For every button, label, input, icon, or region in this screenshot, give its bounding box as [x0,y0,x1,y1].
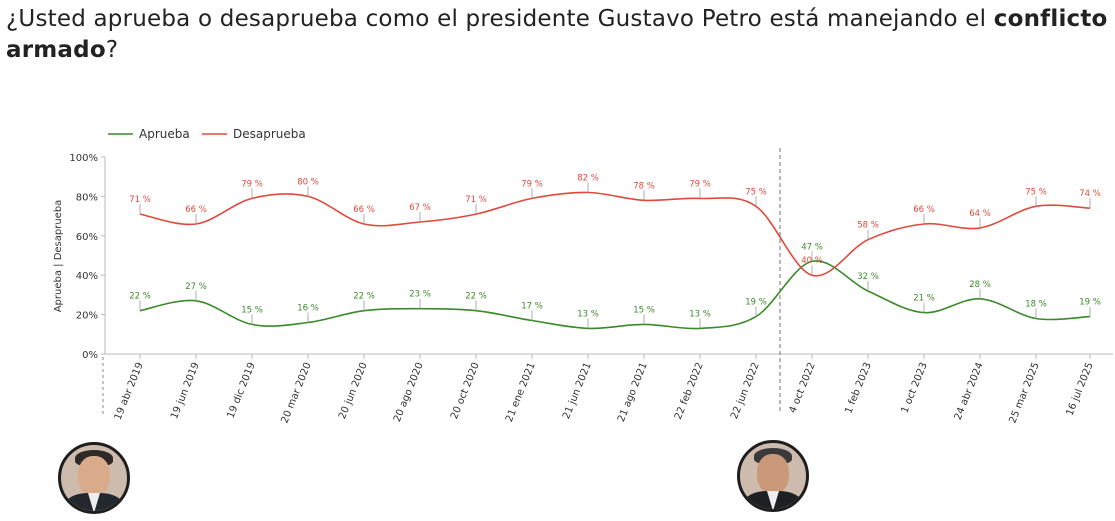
x-tick-label: 20 mar 2020 [279,361,313,425]
aprueba-data-label: 21 % [913,294,935,304]
aprueba-data-label: 17 % [521,302,543,312]
x-tick-label: 20 jun 2020 [337,361,370,421]
aprueba-data-label: 15 % [241,305,263,315]
x-tick-label: 21 ago 2021 [616,361,650,424]
x-tick-label: 25 mar 2025 [1007,361,1041,425]
aprueba-data-label: 13 % [689,309,711,319]
desaprueba-data-label: 82 % [577,173,599,183]
y-axis-title: Aprueba | Desaprueba [53,200,64,313]
x-tick-label: 22 feb 2022 [673,361,706,421]
aprueba-data-label: 19 % [1079,298,1101,308]
aprueba-data-label: 18 % [1025,300,1047,310]
x-tick-label: 20 oct 2020 [449,361,482,421]
y-tick-label: 0% [82,350,98,361]
aprueba-data-label: 16 % [297,303,319,313]
desaprueba-data-label: 40 % [801,256,823,266]
desaprueba-data-label: 74 % [1079,189,1101,199]
y-tick-label: 40% [76,271,98,282]
title-suffix: ? [105,37,119,63]
desaprueba-data-label: 79 % [689,179,711,189]
y-tick-label: 60% [76,232,98,243]
x-tick-label: 20 ago 2020 [392,361,426,424]
desaprueba-data-label: 75 % [1025,187,1047,197]
x-tick-label: 21 jun 2021 [561,361,594,421]
legend-label-desaprueba: Desaprueba [233,127,306,141]
aprueba-data-label: 23 % [409,290,431,300]
desaprueba-data-label: 64 % [969,209,991,219]
x-tick-label: 1 feb 2023 [843,361,874,415]
x-tick-label: 19 abr 2019 [113,361,146,422]
desaprueba-data-label: 66 % [913,205,935,215]
title-bold: conflicto armado [6,6,1108,63]
aprueba-data-label: 22 % [129,292,151,302]
aprueba-data-label: 13 % [577,309,599,319]
aprueba-data-label: 19 % [745,298,767,308]
aprueba-data-label: 47 % [801,242,823,252]
desaprueba-data-label: 75 % [745,187,767,197]
aprueba-data-label: 28 % [969,280,991,290]
desaprueba-data-label: 78 % [633,181,655,191]
gustavo-petro-portrait [737,440,809,512]
x-tick-label: 21 ene 2021 [504,361,538,424]
desaprueba-data-label: 66 % [353,205,375,215]
aprueba-series-line [139,260,1091,330]
x-tick-label: 16 jul 2025 [1064,361,1095,417]
desaprueba-series-line [139,191,1091,277]
desaprueba-data-label: 79 % [521,179,543,189]
former-president-portrait [58,442,130,514]
x-tick-label: 4 oct 2022 [787,361,817,415]
desaprueba-data-label: 79 % [241,179,263,189]
aprueba-data-label: 22 % [353,292,375,302]
aprueba-data-label: 15 % [633,305,655,315]
desaprueba-data-label: 71 % [129,195,151,205]
x-tick-label: 19 dic 2019 [225,361,257,420]
desaprueba-data-label: 80 % [297,177,319,187]
x-tick-label: 22 jun 2022 [729,361,762,421]
question-title: ¿Usted aprueba o desaprueba como el pres… [6,4,1111,66]
x-tick-label: 24 abr 2024 [953,361,986,422]
desaprueba-data-label: 58 % [857,221,879,231]
y-tick-label: 80% [76,192,98,203]
x-tick-label: 19 jun 2019 [169,361,202,421]
aprueba-data-label: 22 % [465,292,487,302]
x-tick-label: 1 oct 2023 [899,361,929,415]
desaprueba-data-label: 67 % [409,203,431,213]
aprueba-data-label: 32 % [857,272,879,282]
y-tick-label: 100% [69,153,98,164]
title-prefix: ¿Usted aprueba o desaprueba como el pres… [6,6,994,32]
aprueba-data-label: 27 % [185,282,207,292]
legend-label-aprueba: Aprueba [139,127,190,141]
desaprueba-data-label: 66 % [185,205,207,215]
desaprueba-data-label: 71 % [465,195,487,205]
y-tick-label: 20% [76,311,98,322]
